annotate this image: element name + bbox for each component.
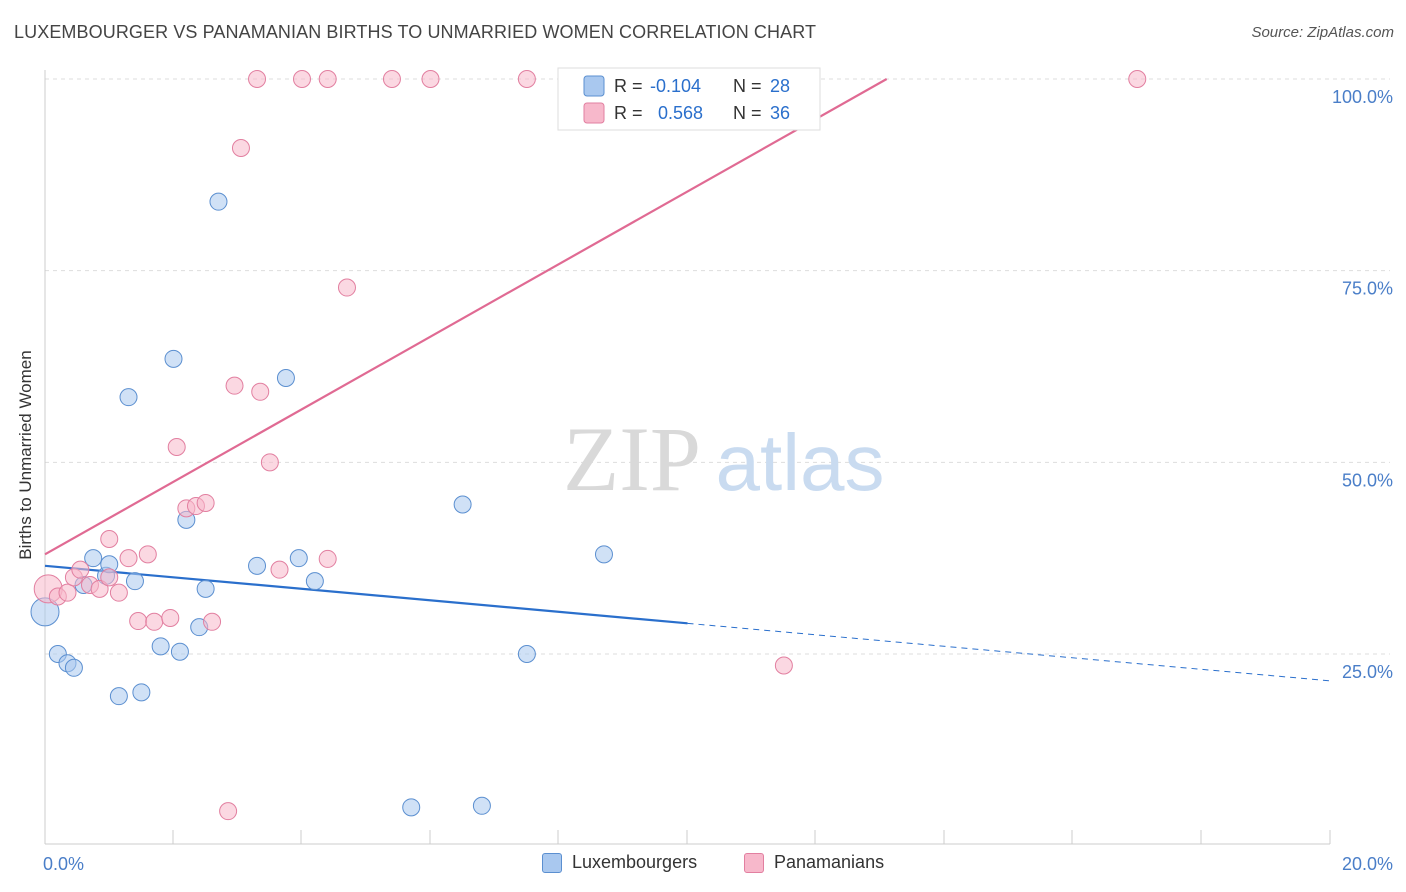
legend-r-value-2: 0.568 [658,103,703,123]
point-panamanians-27 [293,70,311,88]
point-luxembourgers-25 [472,796,491,815]
point-panamanians-30 [337,278,356,297]
point-luxembourgers-12 [151,637,170,656]
point-panamanians-33 [517,70,536,88]
point-luxembourgers-20 [276,369,295,387]
bottom-legend-panamanians: Panamanians [744,852,884,873]
point-panamanians-28 [318,549,337,568]
legend-n-label-2: N = [733,103,762,123]
point-panamanians-26 [270,560,289,579]
y-tick-label-75: 75.0% [1342,279,1393,299]
point-panamanians-8 [100,530,119,548]
point-panamanians-7 [100,568,119,587]
point-panamanians-6 [90,579,109,598]
point-luxembourgers-22 [305,572,324,591]
bottom-legend-label-luxembourgers: Luxembourgers [572,852,698,872]
y-tick-label-25: 25.0% [1342,662,1393,682]
point-luxembourgers-9 [119,388,138,407]
trend-lines [44,78,1331,682]
point-luxembourgers-19 [248,556,267,575]
bottom-legend-luxembourgers: Luxembourgers [542,852,697,873]
source-label: Source: ZipAtlas.com [1251,24,1394,41]
point-panamanians-22 [231,139,250,157]
x-tick-label-0: 0.0% [43,854,84,874]
trendline-panamanians [44,78,888,556]
point-panamanians-15 [167,438,186,456]
point-panamanians-2 [58,583,77,602]
point-luxembourgers-21 [289,549,308,568]
point-panamanians-31 [382,70,401,88]
legend-r-label-1: R = [614,76,643,96]
point-panamanians-11 [129,612,148,631]
y-tick-label-100: 100.0% [1332,87,1393,107]
legend-n-label-1: N = [733,76,762,96]
point-panamanians-19 [203,612,222,631]
point-panamanians-13 [145,612,164,631]
point-panamanians-25 [260,453,279,472]
point-panamanians-20 [219,802,238,821]
legend-swatch-luxembourgers [583,75,605,97]
point-luxembourgers-14 [170,642,189,661]
point-luxembourgers-27 [594,545,613,564]
trendline-luxembourgers-extension [687,622,1331,682]
point-luxembourgers-26 [517,645,536,663]
point-panamanians-24 [251,382,270,401]
y-tick-label-50: 50.0% [1342,470,1393,490]
point-panamanians-12 [138,545,157,564]
bottom-legend: Luxembourgers Panamanians [0,852,1406,878]
point-panamanians-18 [196,493,215,512]
grid-lines [45,78,1390,655]
point-luxembourgers-11 [132,683,151,702]
legend-n-value-2: 36 [770,103,790,123]
legend-box: R = -0.104 N = 28 R = 0.568 N = 36 [557,67,821,131]
data-points [30,70,1147,821]
point-luxembourgers-13 [164,349,183,368]
point-panamanians-32 [421,70,440,88]
watermark-zip: ZIP [563,408,701,510]
point-luxembourgers-17 [196,579,215,598]
point-luxembourgers-24 [453,495,472,514]
point-panamanians-9 [109,583,128,602]
bottom-legend-label-panamanians: Panamanians [774,852,885,872]
watermark: ZIP atlas [563,408,884,510]
legend-n-value-1: 28 [770,76,790,96]
bottom-legend-swatch-pink [744,852,764,873]
point-panamanians-35 [1128,70,1147,88]
point-panamanians-14 [161,608,180,627]
x-tick-label-1: 20.0% [1342,854,1393,874]
legend-swatch-panamanians [583,102,605,124]
trendline-luxembourgers [44,564,688,625]
watermark-atlas: atlas [716,418,885,507]
point-luxembourgers-18 [209,192,228,211]
point-luxembourgers-23 [402,798,421,817]
point-luxembourgers-3 [64,658,83,677]
point-panamanians-21 [225,376,244,395]
legend-r-label-2: R = [614,103,643,123]
point-panamanians-23 [248,70,267,88]
axes [44,70,1331,845]
legend-r-value-1: -0.104 [650,76,701,96]
point-panamanians-4 [71,560,90,579]
point-panamanians-10 [119,549,138,568]
point-luxembourgers-5 [84,549,103,568]
point-luxembourgers-8 [109,687,128,706]
point-panamanians-34 [774,656,793,675]
point-panamanians-29 [318,70,337,88]
bottom-legend-swatch-blue [542,852,562,873]
chart-title: LUXEMBOURGER VS PANAMANIAN BIRTHS TO UNM… [14,22,817,42]
tick-labels: 25.0% 50.0% 75.0% 100.0% 0.0% 20.0% [43,87,1393,874]
point-luxembourgers-10 [125,572,144,591]
